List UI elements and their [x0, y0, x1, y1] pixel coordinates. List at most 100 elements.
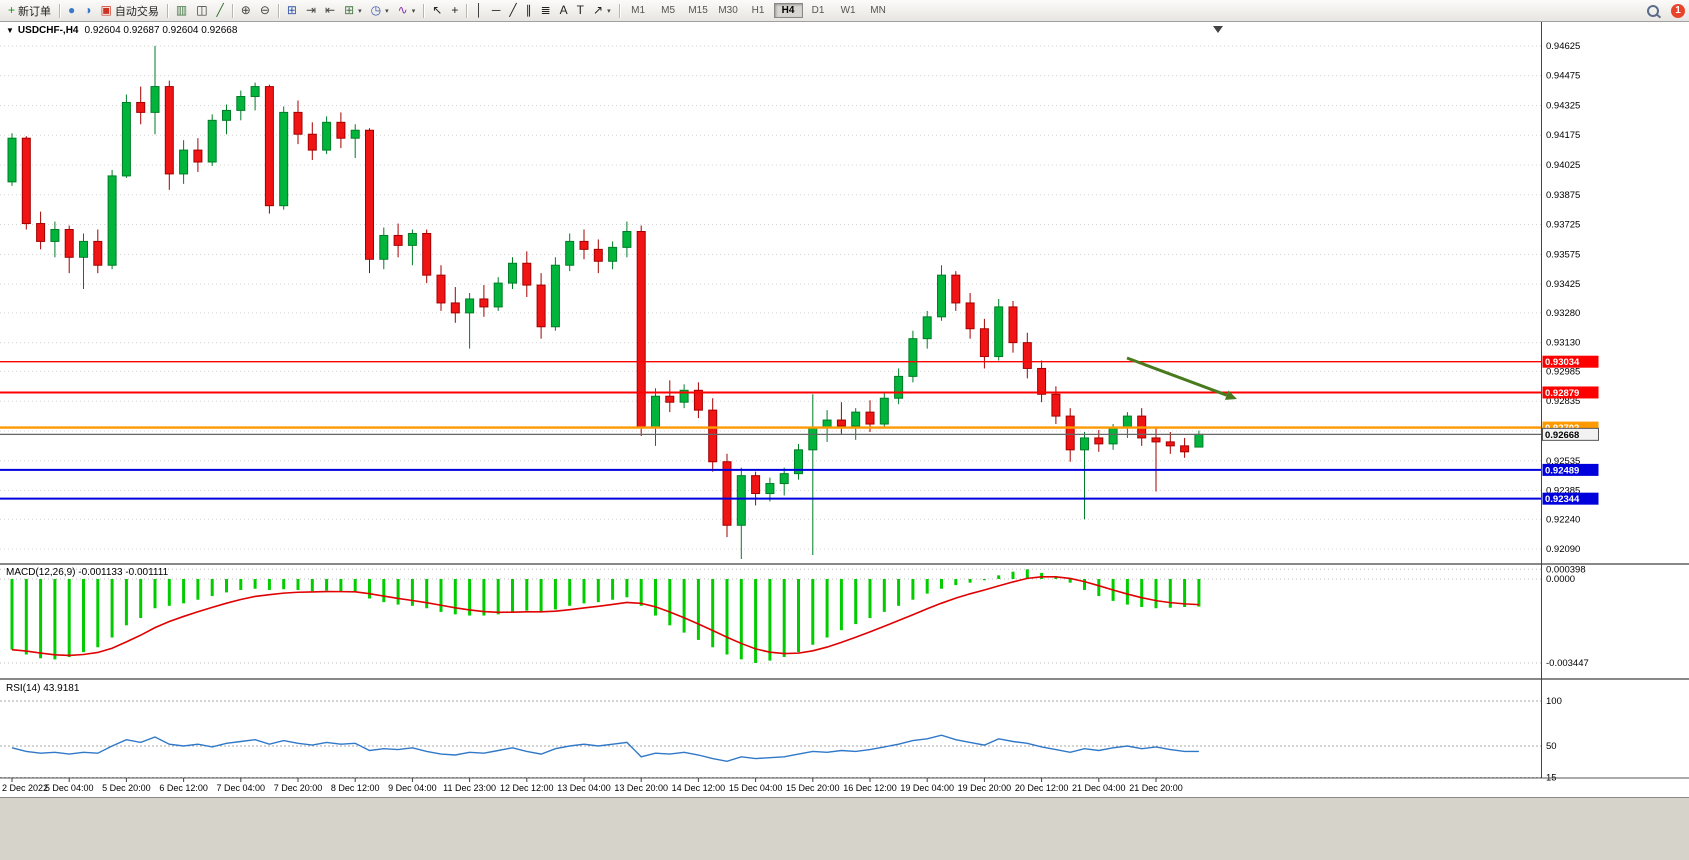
- tile-windows-button[interactable]: ⊞: [283, 2, 301, 19]
- candle-body: [350, 129, 360, 139]
- candle-body: [250, 86, 260, 98]
- candle-body: [379, 234, 389, 260]
- candle-body: [651, 395, 660, 429]
- candle-body: [279, 111, 289, 207]
- horizontal-line-button[interactable]: ─: [488, 2, 505, 19]
- candle-body: [1037, 367, 1047, 395]
- auto-scroll-icon: ⇥: [305, 3, 317, 17]
- chart-shift-icon: ⇤: [325, 3, 336, 17]
- trend-arrow-line[interactable]: [1126, 356, 1228, 397]
- timeframe-h4-button[interactable]: H4: [773, 3, 803, 18]
- candle-body: [965, 302, 975, 330]
- dropdown-arrow-icon: ▾: [358, 7, 362, 15]
- zoom-in-button[interactable]: ⊕: [237, 2, 255, 19]
- candle-body: [550, 264, 560, 328]
- auto-trading-button[interactable]: ▣ 自动交易: [97, 2, 163, 19]
- cursor-button[interactable]: ↖: [428, 2, 446, 19]
- search-button[interactable]: [1643, 2, 1663, 19]
- new-order-button[interactable]: + 新订单: [4, 2, 55, 19]
- candle-body: [293, 111, 303, 135]
- auto-scroll-button[interactable]: ⇥: [302, 2, 320, 19]
- chart-window[interactable]: 0.000398 0.0000 -0.003447 100 50 15 0.94625 0.9…: [0, 21, 1689, 797]
- candle-body: [336, 121, 346, 139]
- timeframe-h1-button[interactable]: H1: [751, 5, 765, 16]
- candle-body: [565, 240, 575, 266]
- line-chart-button[interactable]: ╱: [213, 2, 228, 19]
- chart-menu-icon[interactable]: ▼: [6, 26, 14, 35]
- candle-body: [1094, 437, 1104, 445]
- date-axis-label: 11 Dec 23:00: [443, 783, 496, 793]
- pie-icon: ◑: [84, 3, 92, 17]
- chart-shift-marker: [1213, 26, 1223, 33]
- candle-body: [593, 248, 603, 262]
- clock-icon: ◷: [370, 3, 382, 17]
- candle-body: [522, 262, 532, 286]
- timeframe-m5-button[interactable]: M5: [661, 5, 676, 16]
- price-tag-label: 0.92879: [1545, 388, 1579, 399]
- indicators-button[interactable]: ∿ ▾: [394, 2, 420, 19]
- candle-body: [465, 298, 475, 314]
- label-button[interactable]: T: [573, 2, 588, 19]
- candle-body: [736, 475, 746, 526]
- crosshair-button[interactable]: +: [447, 2, 462, 19]
- notification-badge[interactable]: 1: [1671, 3, 1685, 18]
- toolbar-separator: [166, 3, 168, 18]
- shapes-button[interactable]: ↗ ▾: [589, 2, 615, 19]
- candle-body: [479, 298, 489, 308]
- candle-body: [722, 461, 732, 526]
- chart-ohlc-values: 0.92604 0.92687 0.92604 0.92668: [84, 25, 238, 36]
- text-button[interactable]: A: [556, 2, 572, 19]
- price-axis-label: 0.94025: [1546, 160, 1580, 171]
- timeframe-d1-button[interactable]: D1: [811, 5, 825, 16]
- arrow-shape-icon: ↗: [593, 3, 604, 17]
- candle-body: [922, 316, 932, 340]
- dropdown-arrow-icon: ▾: [385, 7, 389, 15]
- timeframe-m15-button[interactable]: M15: [688, 5, 708, 16]
- candle-body: [322, 121, 332, 151]
- date-axis-label: 19 Dec 04:00: [900, 783, 954, 793]
- timeframe-mn-button[interactable]: MN: [870, 5, 886, 16]
- candle-body: [422, 232, 432, 276]
- date-axis-label: 15 Dec 20:00: [786, 783, 840, 793]
- vertical-line-button[interactable]: │: [471, 2, 487, 19]
- toolbar-separator: [423, 3, 425, 18]
- macd-axis-label: -0.003447: [1546, 658, 1589, 669]
- new-order-button-label: 新订单: [18, 5, 52, 18]
- price-axis-label: 0.93575: [1546, 249, 1580, 260]
- new-chart-button[interactable]: ⊞ ▾: [340, 2, 366, 19]
- candlestick-chart-button[interactable]: ◫: [192, 2, 211, 19]
- date-axis-label: 21 Dec 20:00: [1129, 783, 1183, 793]
- timeframe-w1-button[interactable]: W1: [840, 5, 856, 16]
- market-watch-button[interactable]: ●: [64, 2, 79, 19]
- price-axis-label: 0.92385: [1546, 486, 1580, 497]
- price-axis-label: 0.93425: [1546, 279, 1580, 290]
- date-axis-label: 2 Dec 2022: [2, 783, 48, 793]
- price-chart-canvas[interactable]: 0.0003980.0000-0.00344710050150.946250.9…: [0, 21, 1689, 797]
- channel-button[interactable]: ∥: [522, 2, 536, 19]
- price-axis-label: 0.93725: [1546, 220, 1580, 231]
- trendline-button[interactable]: ╱: [505, 2, 520, 19]
- profiles-button[interactable]: ◷ ▾: [367, 2, 393, 19]
- date-axis-label: 5 Dec 20:00: [102, 783, 151, 793]
- rsi-line: [11, 734, 1199, 763]
- timeframe-m1-button[interactable]: M1: [631, 5, 646, 16]
- timeframe-m30-button[interactable]: M30: [718, 5, 738, 16]
- chart-shift-button[interactable]: ⇤: [321, 2, 339, 19]
- candle-body: [794, 449, 803, 475]
- bar-chart-button[interactable]: ▥: [172, 2, 191, 19]
- data-window-button[interactable]: ◑: [80, 2, 95, 19]
- zoom-out-button[interactable]: ⊖: [256, 2, 274, 19]
- candle-body: [779, 473, 789, 485]
- candle-body: [164, 86, 174, 175]
- price-tag: [1542, 463, 1599, 476]
- candle-body: [121, 101, 131, 177]
- date-axis-label: 5 Dec 04:00: [45, 783, 94, 793]
- chart-title: ▼ USDCHF-,H4 0.92604 0.92687 0.92604 0.926…: [6, 25, 237, 36]
- fibonacci-button[interactable]: ≣: [537, 2, 555, 19]
- candle-body: [908, 338, 918, 377]
- candle-body: [365, 129, 374, 260]
- trend-arrow-head[interactable]: [1224, 390, 1237, 400]
- candle-body: [493, 282, 503, 308]
- candle-body: [179, 149, 189, 175]
- candle-body: [150, 86, 160, 113]
